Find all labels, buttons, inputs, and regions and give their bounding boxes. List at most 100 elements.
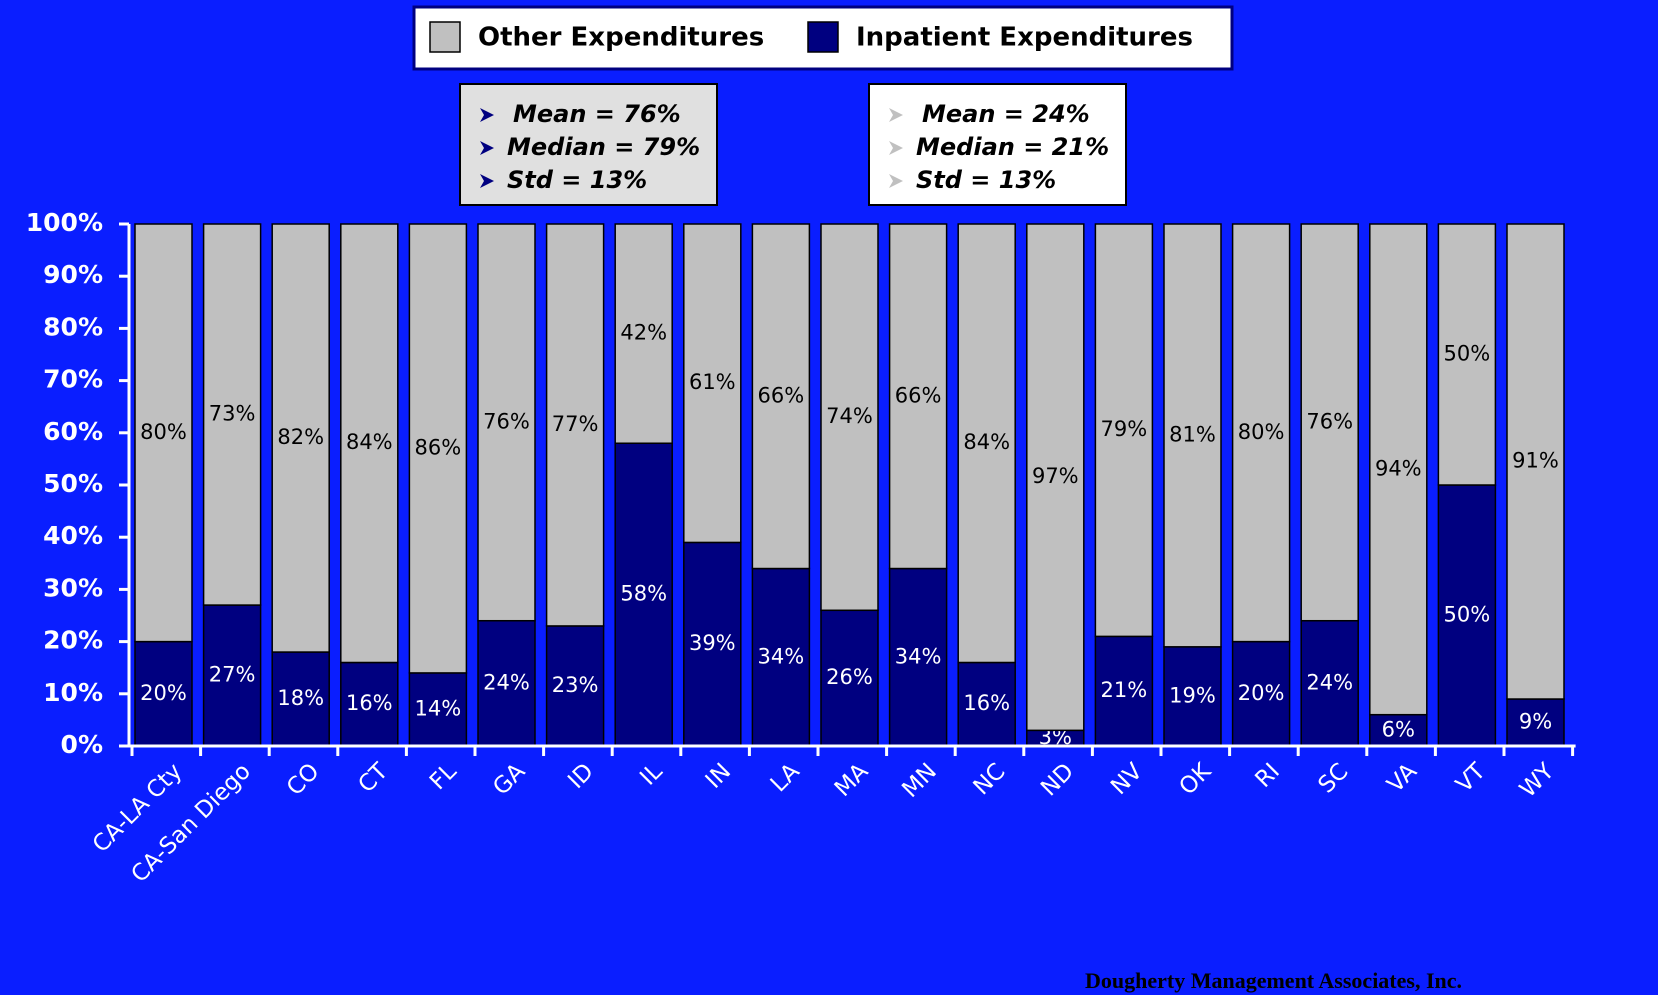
value-label: 74% (826, 404, 873, 428)
bar-segment (202, 604, 262, 747)
y-tick-label: 70% (43, 365, 103, 394)
value-label: 97% (1032, 464, 1079, 488)
bar-segment (477, 223, 536, 622)
value-label: 34% (895, 644, 942, 668)
bar-segment (614, 223, 673, 444)
value-label: 24% (1306, 670, 1353, 694)
bullet (480, 108, 494, 122)
bar-segment (408, 223, 468, 674)
y-tick-label: 40% (43, 521, 103, 550)
value-label: 24% (483, 670, 530, 694)
y-tick-label: 20% (43, 626, 103, 655)
value-label: 58% (620, 582, 667, 606)
bar-segment (1369, 713, 1428, 747)
stats: Mean = 76% Median = 79% Std = 13% Mean = 24… (459, 83, 1127, 206)
legend-label: Inpatient Expenditures (856, 23, 1193, 53)
value-label: 18% (277, 686, 324, 710)
value-label: 20% (1238, 681, 1285, 705)
value-label: 26% (826, 665, 873, 689)
y-tick-label: 50% (43, 469, 103, 498)
value-label: 50% (1444, 603, 1491, 627)
y-tick-label: 0% (61, 730, 103, 759)
value-label: 14% (415, 696, 462, 720)
value-label: 79% (1101, 417, 1148, 441)
value-label: 82% (277, 425, 324, 449)
legend-label: Other Expenditures (478, 23, 764, 53)
value-label: 80% (140, 420, 187, 444)
value-label: 16% (963, 691, 1010, 715)
stat-text: Median = 21% (916, 133, 1109, 161)
stat-text: Median = 79% (507, 133, 700, 161)
y-tick-label: 80% (43, 312, 103, 341)
value-label: 91% (1512, 449, 1559, 473)
legend-swatch (429, 21, 461, 53)
bar-segment (1300, 223, 1359, 622)
stat-text: Mean = 24% (922, 100, 1090, 128)
value-label: 94% (1375, 456, 1422, 480)
stat-text: Std = 13% (916, 166, 1056, 194)
value-label: 76% (1306, 409, 1353, 433)
bar-segment (545, 625, 605, 747)
legend-swatch (807, 21, 839, 53)
value-label: 23% (552, 673, 599, 697)
value-label: 50% (1444, 342, 1491, 366)
y-tick-label: 100% (26, 208, 103, 237)
value-label: 27% (209, 663, 256, 687)
bar-segment (1506, 223, 1565, 700)
bar-segment (683, 223, 742, 544)
value-label: 66% (895, 383, 942, 407)
bar-segment (271, 651, 330, 747)
bar-segment (1026, 223, 1085, 732)
value-label: 21% (1101, 678, 1148, 702)
bar-segment (202, 223, 262, 606)
bar-segment (820, 223, 879, 612)
bar-segment (1369, 223, 1428, 716)
bar-segment (1094, 635, 1154, 747)
stat-box (868, 83, 1127, 206)
bullet (889, 141, 903, 155)
value-label: 76% (483, 409, 530, 433)
bar-segment (1231, 223, 1291, 643)
value-label: 80% (1238, 420, 1285, 444)
y-tick-label: 10% (43, 678, 103, 707)
stat-text: Std = 13% (507, 166, 647, 194)
y-tick-label: 90% (43, 260, 103, 289)
y-tick-label: 60% (43, 417, 103, 446)
value-label: 73% (209, 402, 256, 426)
stat-box (459, 83, 718, 206)
bar-segment (340, 223, 399, 664)
value-label: 19% (1169, 683, 1216, 707)
bar-segment (683, 541, 742, 747)
bullet (889, 108, 903, 122)
value-label: 39% (689, 631, 736, 655)
value-label: 20% (140, 681, 187, 705)
bar-segment (477, 619, 536, 747)
bar-segment (888, 223, 948, 570)
value-label: 9% (1519, 710, 1552, 734)
bar-segment (957, 223, 1016, 664)
value-label: 61% (689, 370, 736, 394)
y-tick-label: 30% (43, 573, 103, 602)
bar-segment (1094, 223, 1154, 638)
bar-segment (1231, 640, 1291, 747)
value-label: 16% (346, 691, 393, 715)
value-label: 34% (758, 644, 805, 668)
bar-segment (820, 609, 879, 747)
value-label: 77% (552, 412, 599, 436)
bar-segment (545, 223, 605, 627)
value-label: 84% (346, 430, 393, 454)
value-label: 66% (758, 383, 805, 407)
legend: Other Expenditures Inpatient Expenditures (412, 5, 1234, 71)
value-label: 86% (415, 435, 462, 459)
bar-segment (1163, 223, 1222, 648)
bar-segment (271, 223, 330, 653)
value-label: 81% (1169, 422, 1216, 446)
bullet (480, 141, 494, 155)
value-label: 84% (963, 430, 1010, 454)
value-label: 42% (620, 321, 667, 345)
bar-segment (1437, 223, 1497, 486)
bar-segment (340, 661, 399, 747)
bullet (480, 174, 494, 188)
